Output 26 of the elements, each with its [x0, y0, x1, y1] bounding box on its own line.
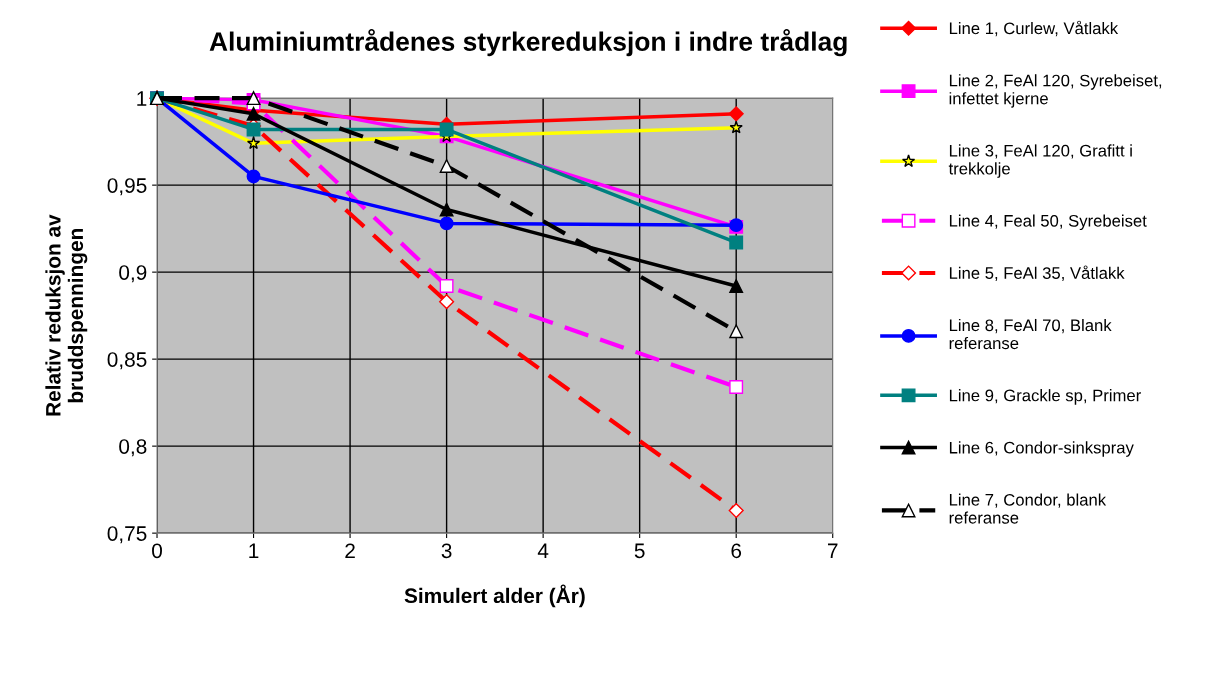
y-tick-label: 0,9 — [119, 265, 147, 283]
legend-label: Line 9, Grackle sp, Primer — [949, 389, 1141, 405]
x-axis-title: Simulert alder (År) — [404, 584, 585, 608]
y-tick-label: 0,8 — [119, 439, 147, 457]
legend-label: Line 4, Feal 50, Syrebeiset — [949, 214, 1147, 231]
x-tick-label: 4 — [537, 543, 549, 558]
y-tick-label: 0,75 — [107, 526, 147, 544]
y-tick-label: 1 — [137, 91, 147, 106]
legend-label: Line 8, FeAl 70, Blank referanse — [949, 318, 1112, 350]
legend-label: Line 5, FeAl 35, Våtlakk — [949, 265, 1125, 281]
legend-label: Line 3, FeAl 120, Grafitt i trekkolje — [948, 144, 1132, 178]
y-tick-label: 0,85 — [107, 352, 147, 370]
y-tick-label: 0,95 — [107, 178, 147, 196]
legend-label: Line 6, Condor-sinkspray — [949, 441, 1134, 457]
legend-label: Line 7, Condor, blank referanse — [949, 493, 1107, 524]
y-axis-title: Relativ reduksjon av bruddspenningen — [45, 214, 88, 416]
legend-label: Line 1, Curlew, Våtlakk — [949, 20, 1119, 37]
x-tick-label: 1 — [249, 543, 259, 558]
chart-title: Aluminiumtrådenes styrkereduksjon i indre trådlag — [209, 28, 847, 57]
legend-label: Line 2, FeAl 120, Syrebeiset, infettet kjerne — [949, 74, 1162, 108]
x-tick-label: 6 — [731, 543, 742, 559]
x-tick-label: 7 — [828, 543, 838, 558]
x-tick-label: 2 — [345, 543, 355, 558]
x-tick-label: 3 — [441, 543, 452, 559]
x-tick-label: 0 — [152, 543, 162, 559]
x-tick-label: 5 — [634, 543, 645, 559]
